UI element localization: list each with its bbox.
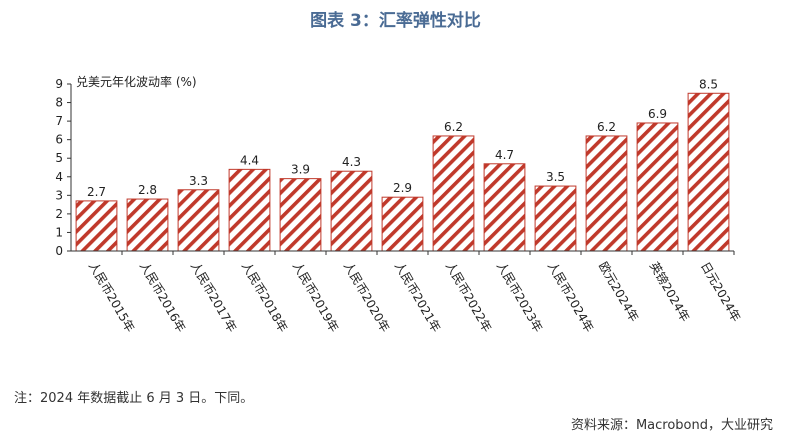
- y-tick-label: 6: [55, 133, 63, 147]
- value-label: 3.3: [189, 174, 208, 188]
- source-note: 资料来源：Macrobond，大业研究: [570, 418, 773, 433]
- value-label: 4.7: [495, 148, 514, 162]
- x-tick-label: 人民币2022年: [443, 260, 494, 335]
- y-tick-label: 3: [55, 188, 63, 202]
- bar: [534, 185, 577, 252]
- y-tick-label: 2: [55, 207, 63, 221]
- value-label: 6.2: [444, 120, 463, 134]
- bar: [177, 189, 220, 252]
- x-tick-label: 人民币2018年: [239, 260, 290, 335]
- x-tick-label: 人民币2015年: [86, 260, 137, 335]
- value-label: 8.5: [699, 77, 718, 91]
- value-label: 2.8: [138, 183, 157, 197]
- y-ticks: 0 1 2 3 4 5 6 7 8 9: [55, 77, 71, 258]
- bar: [381, 196, 424, 252]
- x-tick-label: 人民币2023年: [494, 260, 545, 335]
- y-tick-label: 7: [55, 114, 63, 128]
- value-label: 2.7: [87, 185, 106, 199]
- bar: [330, 170, 373, 252]
- bar: [483, 163, 526, 252]
- y-tick-label: 5: [55, 151, 63, 165]
- x-tick-label: 人民币2016年: [137, 260, 188, 335]
- x-tick-label: 英镑2024年: [647, 259, 693, 324]
- bar: [279, 178, 322, 252]
- value-label: 3.5: [546, 170, 565, 184]
- value-label: 2.9: [393, 181, 412, 195]
- y-tick-label: 4: [55, 170, 63, 184]
- bar: [75, 200, 118, 252]
- bar: [687, 92, 730, 252]
- x-tick-label: 人民币2021年: [392, 260, 443, 335]
- bar: [432, 135, 475, 252]
- value-label: 3.9: [291, 163, 310, 177]
- y-tick-label: 8: [55, 96, 63, 110]
- bars: [75, 92, 730, 252]
- value-labels: 2.7 2.8 3.3 4.4 3.9 4.3 2.9 6.2 4.7 3.5 6.2 6.9 8.5: [87, 77, 718, 199]
- chart-title: 图表 3：汇率弹性对比: [310, 11, 481, 31]
- value-label: 4.4: [240, 153, 259, 167]
- y-tick-label: 0: [55, 244, 63, 258]
- x-tick-label: 人民币2019年: [290, 260, 341, 335]
- x-tick-label: 人民币2024年: [545, 260, 596, 335]
- x-tick-label: 人民币2020年: [341, 260, 392, 335]
- y-tick-label: 9: [55, 77, 63, 91]
- bar: [228, 168, 271, 252]
- value-label: 6.2: [597, 120, 616, 134]
- value-label: 4.3: [342, 155, 361, 169]
- bar: [585, 135, 628, 252]
- x-tick-labels: 人民币2015年 人民币2016年 人民币2017年 人民币2018年 人民币2019年…: [86, 251, 743, 335]
- x-tick-label: 欧元2024年: [596, 260, 641, 325]
- y-tick-label: 1: [55, 225, 63, 239]
- y-axis-label: 兑美元年化波动率 (%): [76, 74, 197, 89]
- bar: [636, 122, 679, 252]
- footnote: 注：2024 年数据截止 6 月 3 日。下同。: [14, 391, 254, 406]
- x-tick-label: 日元2024年: [698, 260, 743, 325]
- bar: [126, 198, 169, 252]
- value-label: 6.9: [648, 107, 667, 121]
- x-tick-label: 人民币2017年: [188, 260, 239, 335]
